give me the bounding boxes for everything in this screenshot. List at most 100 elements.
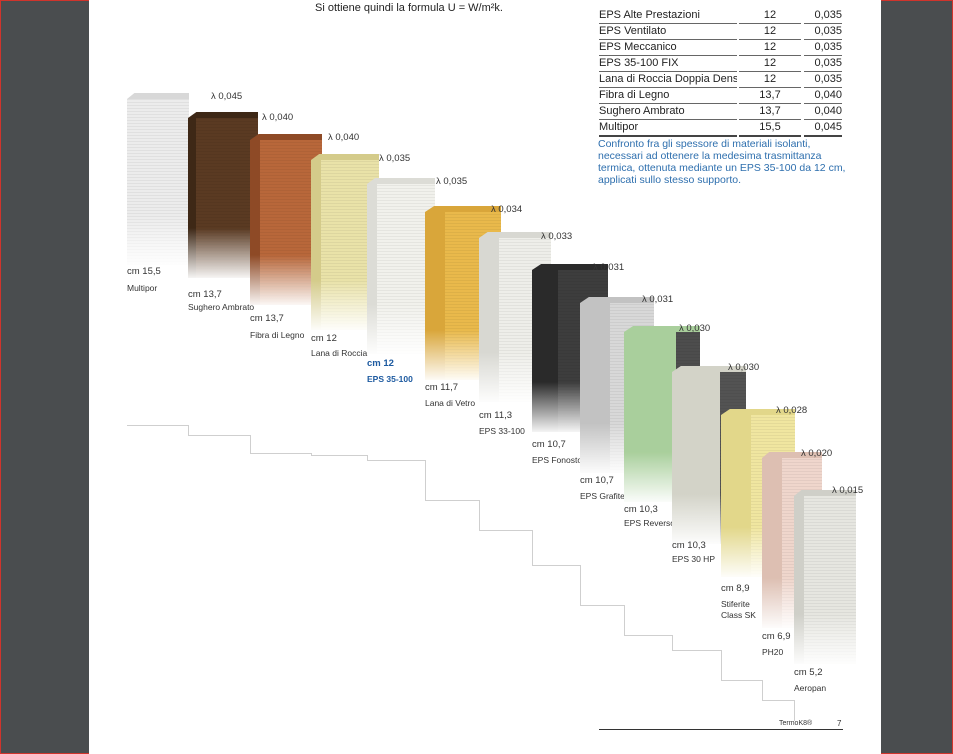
- block-reflection-fade: [250, 255, 322, 305]
- material-cell: Multipor: [599, 120, 737, 137]
- lambda-label: λ 0,028: [776, 405, 808, 416]
- material-name-label: EPS Fonostop: [532, 455, 587, 465]
- table-top-rule: [599, 0, 842, 4]
- lambda-label: λ 0,030: [728, 362, 760, 373]
- block-side-face: [367, 184, 377, 354]
- thickness-label: cm 10,7: [580, 475, 614, 486]
- material-name-label: Sughero Ambrato: [188, 302, 255, 312]
- block-top-face: [127, 93, 189, 99]
- stair-line: [672, 650, 722, 681]
- lambda-cell: 0,035: [804, 8, 842, 24]
- block-top-face: [580, 297, 654, 303]
- material-cell: Fibra di Legno: [599, 88, 737, 104]
- block-reflection-fade: [794, 614, 856, 664]
- block-top-face: [367, 178, 435, 184]
- lambda-label: λ 0,031: [642, 294, 674, 305]
- block-top-face: [721, 409, 795, 415]
- lambda-cell: 0,035: [804, 56, 842, 72]
- material-cell: EPS Alte Prestazioni: [599, 8, 737, 24]
- lambda-cell: 0,040: [804, 88, 842, 104]
- table-row: EPS Alte Prestazioni 12 0,035: [599, 8, 842, 24]
- thickness-label: cm 6,9: [762, 631, 791, 642]
- material-name-label: EPS Reverso: [624, 518, 676, 528]
- material-cell: Lana di Roccia Doppia Densità: [599, 72, 737, 88]
- stair-line: [250, 453, 312, 456]
- thickness-label: cm 10,7: [532, 439, 566, 450]
- thickness-label: cm 8,9: [721, 583, 750, 594]
- thickness-cell: 13,7: [739, 104, 801, 120]
- block-side-face: [188, 118, 196, 278]
- block-top-face: [311, 154, 379, 160]
- stair-line: [624, 635, 673, 651]
- material-name-label: PH20: [762, 647, 784, 657]
- lambda-label: λ 0,020: [801, 448, 833, 459]
- table-row: EPS Meccanico 12 0,035: [599, 40, 842, 56]
- material-cell: EPS 35-100 FIX: [599, 56, 737, 72]
- material-cell: EPS Ventilato: [599, 24, 737, 40]
- lambda-label: λ 0,035: [379, 153, 411, 164]
- thickness-label: cm 12: [311, 333, 337, 344]
- lambda-cell: 0,045: [804, 120, 842, 137]
- block-top-face: [532, 264, 608, 270]
- thickness-cell: 15,5: [739, 120, 801, 137]
- material-name-label: EPS 30 HP: [672, 554, 715, 564]
- stair-line: [580, 605, 625, 636]
- table-row: Lana di Roccia Doppia Densità 12 0,035: [599, 72, 842, 88]
- lambda-label: λ 0,030: [679, 323, 711, 334]
- document-page: Si ottiene quindi la formula U = W/m²k. …: [89, 0, 881, 754]
- material-name-label: Stiferite Class SK: [721, 599, 756, 620]
- thickness-label: cm 11,7: [425, 382, 459, 393]
- thickness-cell: 13,7: [739, 88, 801, 104]
- thickness-cell: 12: [739, 56, 801, 72]
- thickness-label: cm 10,3: [624, 504, 658, 515]
- block-top-face: [479, 232, 551, 238]
- table-row: EPS 35-100 FIX 12 0,035: [599, 56, 842, 72]
- thickness-label: cm 13,7: [188, 289, 222, 300]
- stair-line: [311, 455, 368, 461]
- lambda-label: λ 0,034: [491, 204, 523, 215]
- thickness-label: cm 11,3: [479, 410, 513, 421]
- thickness-label: cm 15,5: [127, 266, 161, 277]
- block-top-face: [425, 206, 501, 212]
- thickness-label: cm 12: [367, 358, 394, 369]
- table-row: Fibra di Legno 13,7 0,040: [599, 88, 842, 104]
- block-top-face: [794, 490, 856, 496]
- block-side-face: [250, 140, 260, 305]
- lambda-cell: 0,035: [804, 40, 842, 56]
- block-reflection-fade: [188, 228, 258, 278]
- stair-line: [367, 460, 426, 501]
- material-name-label: Lana di Roccia: [311, 348, 368, 358]
- material-name-label: Lana di Vetro: [425, 398, 476, 408]
- material-name-label: Multipor: [127, 283, 158, 293]
- lambda-label: λ 0,035: [436, 176, 468, 187]
- material-name-label: EPS Grafite: [580, 491, 625, 501]
- material-name-label: Aeropan: [794, 683, 827, 693]
- block-top-face: [188, 112, 258, 118]
- stair-line: [762, 700, 795, 721]
- thickness-cell: 12: [739, 72, 801, 88]
- lambda-label: λ 0,045: [211, 91, 243, 102]
- stair-line: [127, 425, 189, 436]
- stair-line: [479, 530, 533, 566]
- lambda-label: λ 0,040: [262, 112, 294, 123]
- material-name-label: EPS 35-100: [367, 374, 413, 384]
- formula-text: Si ottiene quindi la formula U = W/m²k.: [315, 2, 503, 14]
- block-reflection-fade: [367, 304, 435, 354]
- stair-line: [721, 680, 763, 701]
- block-reflection-fade: [127, 215, 189, 265]
- stair-line: [425, 500, 480, 531]
- footer-brand: TermoK8®: [779, 720, 813, 727]
- thickness-label: cm 5,2: [794, 667, 823, 678]
- material-cell: EPS Meccanico: [599, 40, 737, 56]
- page-number: 7: [837, 719, 842, 728]
- lambda-label: λ 0,031: [593, 262, 625, 273]
- block-top-face: [624, 326, 700, 332]
- lambda-cell: 0,040: [804, 104, 842, 120]
- stair-line: [532, 565, 581, 606]
- lambda-label: λ 0,033: [541, 231, 573, 242]
- table-row: Sughero Ambrato 13,7 0,040: [599, 104, 842, 120]
- block-side-face: [794, 496, 804, 664]
- thickness-cell: 12: [739, 8, 801, 24]
- block-top-face: [762, 452, 822, 458]
- table-row: Multipor 15,5 0,045: [599, 120, 842, 137]
